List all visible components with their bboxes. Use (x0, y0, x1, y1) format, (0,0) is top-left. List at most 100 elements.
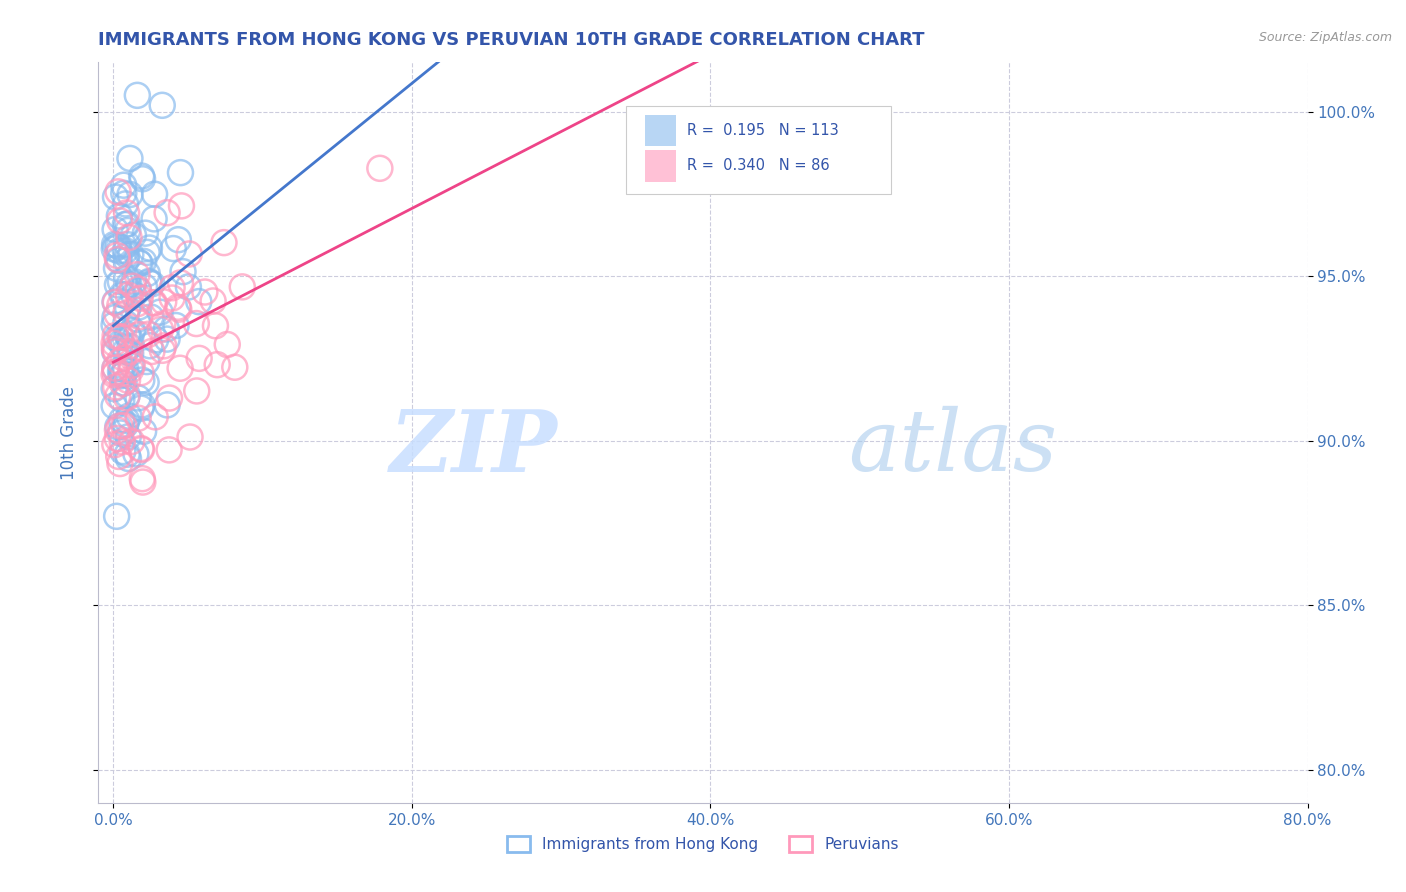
Point (136, 267, 159, 281)
Point (160, 281, 183, 295)
Point (110, 425, 132, 440)
Text: R =  0.340   N = 86: R = 0.340 N = 86 (688, 159, 830, 173)
Point (167, 300, 190, 314)
Point (132, 254, 155, 268)
Point (131, 171, 153, 186)
Point (115, 317, 138, 331)
Point (127, 296, 149, 310)
Text: IMMIGRANTS FROM HONG KONG VS PERUVIAN 10TH GRADE CORRELATION CHART: IMMIGRANTS FROM HONG KONG VS PERUVIAN 10… (98, 31, 925, 49)
Point (115, 270, 138, 285)
Point (105, 331, 128, 345)
Point (131, 442, 153, 457)
Point (104, 222, 127, 236)
Point (117, 388, 139, 402)
Point (117, 237, 139, 252)
Point (152, 339, 174, 353)
Point (114, 218, 136, 232)
Point (159, 391, 181, 405)
Point (103, 368, 125, 382)
Point (129, 442, 152, 456)
Point (117, 301, 139, 316)
Point (212, 235, 235, 250)
Point (118, 187, 141, 202)
Point (103, 399, 125, 413)
Point (202, 293, 225, 308)
Point (115, 391, 138, 405)
Point (118, 344, 141, 359)
Point (131, 472, 153, 486)
Point (110, 361, 132, 376)
Point (177, 280, 200, 294)
Point (112, 376, 135, 390)
Point (121, 434, 143, 449)
Point (129, 401, 152, 416)
Point (110, 330, 132, 344)
Text: ZIP: ZIP (389, 406, 558, 489)
Point (115, 253, 138, 268)
Point (112, 368, 135, 382)
Point (204, 318, 226, 333)
Point (167, 233, 190, 247)
Point (129, 366, 152, 380)
Point (111, 392, 134, 407)
Point (110, 365, 132, 379)
Point (107, 252, 129, 267)
Point (179, 247, 201, 261)
Point (117, 451, 139, 466)
Point (107, 423, 129, 437)
Point (104, 295, 127, 310)
Point (134, 226, 156, 240)
Point (138, 241, 160, 255)
Point (127, 411, 149, 425)
Text: R =  0.195   N = 113: R = 0.195 N = 113 (688, 123, 838, 138)
Point (115, 447, 138, 461)
Point (108, 330, 131, 344)
Point (105, 248, 128, 262)
Point (127, 312, 149, 326)
Point (103, 237, 125, 252)
Point (114, 363, 136, 377)
Point (118, 277, 141, 292)
Point (103, 336, 125, 351)
Point (128, 327, 150, 342)
Point (127, 282, 149, 296)
Point (186, 384, 208, 398)
Point (114, 343, 136, 358)
Point (108, 213, 131, 227)
Point (194, 285, 217, 299)
Point (120, 247, 142, 261)
Point (224, 360, 246, 375)
Point (129, 256, 152, 270)
Point (104, 437, 127, 451)
Point (115, 413, 138, 427)
Point (110, 275, 132, 289)
Point (108, 457, 131, 471)
Point (156, 332, 179, 346)
Point (107, 253, 129, 268)
Point (128, 284, 150, 298)
Point (150, 98, 173, 112)
Point (132, 475, 155, 489)
Point (118, 152, 141, 166)
Text: atlas: atlas (848, 406, 1057, 489)
Point (187, 294, 209, 309)
Point (368, 161, 391, 176)
Point (104, 295, 127, 310)
Point (103, 318, 125, 332)
Point (136, 245, 159, 260)
Point (138, 327, 160, 342)
Point (121, 358, 143, 372)
Point (105, 432, 128, 446)
Point (128, 310, 150, 324)
Point (104, 190, 127, 204)
Point (104, 328, 127, 343)
Point (114, 197, 136, 211)
Point (149, 305, 172, 319)
Point (121, 323, 143, 337)
Point (152, 343, 174, 358)
Point (117, 430, 139, 444)
Point (141, 344, 163, 359)
Point (131, 373, 153, 387)
Point (172, 265, 194, 279)
Point (143, 187, 166, 202)
